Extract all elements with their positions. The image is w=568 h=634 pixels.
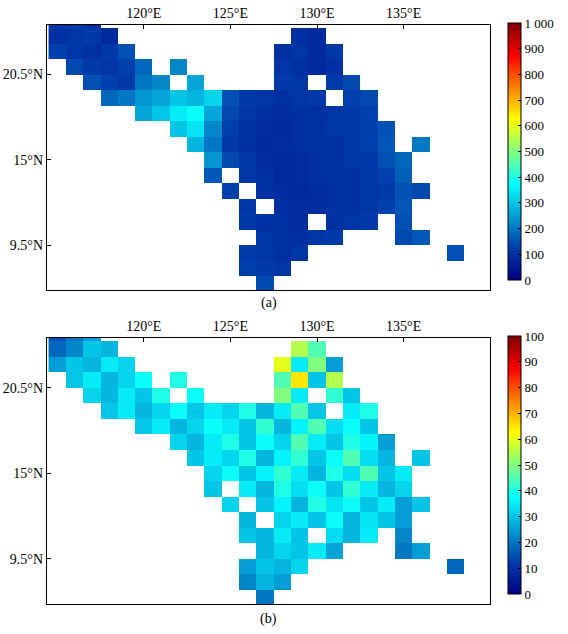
svg-text:15°N: 15°N [13,153,43,168]
svg-text:70: 70 [525,406,538,421]
svg-text:600: 600 [525,118,545,133]
svg-text:20.5°N: 20.5°N [3,381,43,396]
svg-text:300: 300 [525,195,545,210]
svg-text:40: 40 [525,483,538,498]
svg-text:120°E: 120°E [126,319,161,334]
svg-text:135°E: 135°E [386,6,421,21]
svg-text:20: 20 [525,535,538,550]
svg-text:30: 30 [525,509,538,524]
svg-text:120°E: 120°E [126,6,161,21]
svg-text:0: 0 [525,273,532,288]
svg-text:800: 800 [525,67,545,82]
svg-text:60: 60 [525,432,538,447]
svg-text:90: 90 [525,354,538,369]
svg-text:(b): (b) [260,611,277,627]
svg-text:130°E: 130°E [299,319,334,334]
svg-text:9.5°N: 9.5°N [10,552,43,567]
svg-text:200: 200 [525,221,545,236]
svg-text:135°E: 135°E [386,319,421,334]
svg-text:50: 50 [525,458,538,473]
svg-text:(a): (a) [261,295,277,311]
svg-text:0: 0 [525,587,532,602]
svg-text:20.5°N: 20.5°N [3,67,43,82]
svg-text:100: 100 [525,247,545,262]
svg-text:400: 400 [525,170,545,185]
svg-text:100: 100 [525,329,545,344]
svg-text:1 000: 1 000 [525,16,554,31]
svg-text:500: 500 [525,144,545,159]
svg-text:9.5°N: 9.5°N [10,238,43,253]
svg-text:15°N: 15°N [13,466,43,481]
svg-text:80: 80 [525,380,538,395]
svg-text:125°E: 125°E [213,319,248,334]
svg-text:130°E: 130°E [299,6,334,21]
svg-text:700: 700 [525,93,545,108]
svg-text:10: 10 [525,561,538,576]
svg-text:125°E: 125°E [213,6,248,21]
svg-text:900: 900 [525,41,545,56]
